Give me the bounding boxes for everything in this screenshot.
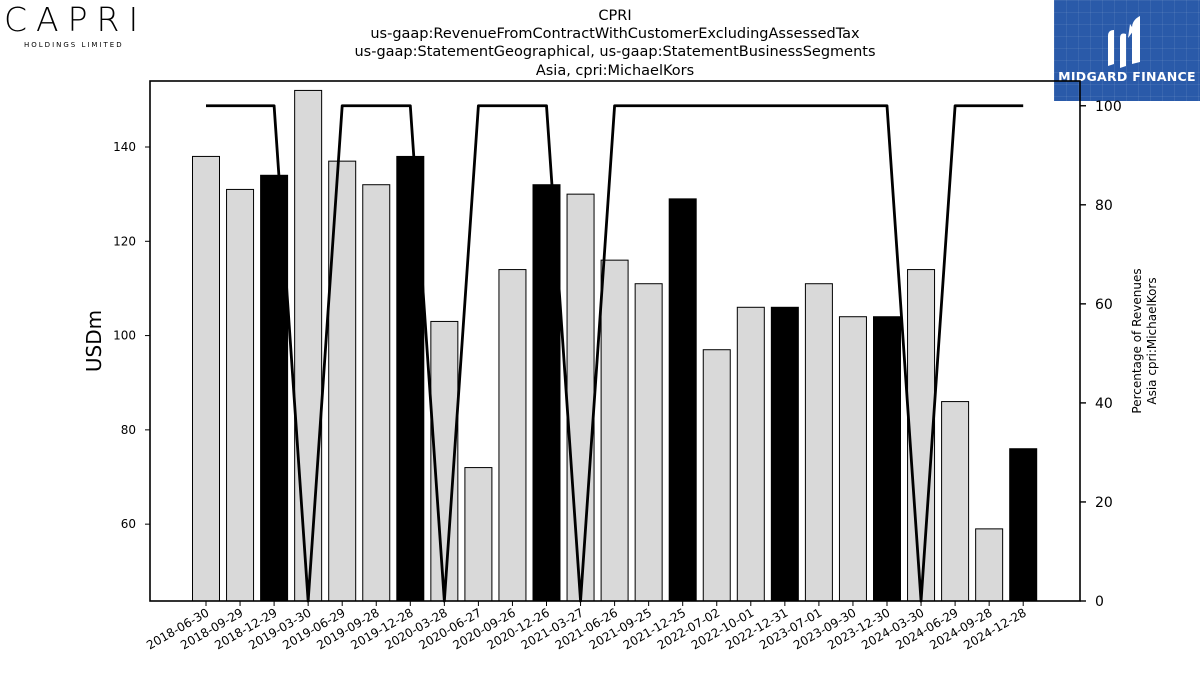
midgard-mark-icon	[1108, 16, 1140, 68]
y2-tick-label: 80	[1095, 198, 1113, 214]
y2-tick-label: 40	[1095, 396, 1113, 412]
bar	[634, 283, 663, 602]
bar	[873, 316, 901, 602]
y2-tick-label: 60	[1095, 297, 1113, 313]
midgard-finance-logo: MIDGARD FINANCE	[1054, 0, 1200, 101]
bar	[702, 349, 731, 602]
bar	[464, 467, 493, 602]
bar	[736, 306, 765, 602]
bar	[668, 198, 697, 602]
y2-tick-label: 100	[1095, 99, 1122, 115]
y2-axis-label: Asia cpri:MichaelKors	[1145, 277, 1159, 404]
bar	[566, 193, 595, 602]
bar	[294, 89, 323, 602]
bar	[1009, 448, 1038, 602]
title-line-concept: us-gaap:RevenueFromContractWithCustomerE…	[370, 26, 860, 43]
y2-tick-label: 0	[1095, 594, 1104, 610]
bar	[226, 188, 255, 602]
y-tick-label: 80	[121, 423, 136, 437]
bar	[941, 401, 970, 602]
bar	[600, 259, 629, 602]
y-tick-label: 100	[113, 329, 136, 343]
capri-logo: CAPRI HOLDINGS LIMITED	[4, 2, 154, 54]
bar	[770, 306, 799, 602]
capri-tagline: HOLDINGS LIMITED	[24, 41, 124, 49]
title-line-members: Asia, cpri:MichaelKors	[535, 62, 695, 79]
chart-title: CPRI us-gaap:RevenueFromContractWithCust…	[300, 7, 930, 80]
bar	[192, 155, 220, 602]
percentage-line	[206, 104, 1024, 603]
y-tick-label: 140	[113, 140, 136, 154]
y-tick-label: 120	[113, 234, 136, 248]
y-axis-label: USDm	[82, 310, 106, 372]
bar	[498, 269, 527, 602]
bar	[804, 283, 833, 602]
y-tick-label: 60	[121, 517, 136, 531]
y2-axis-label: Percentage of Revenues	[1130, 268, 1144, 413]
title-line-axes: us-gaap:StatementGeographical, us-gaap:S…	[354, 44, 876, 61]
bar	[907, 269, 936, 602]
bar	[362, 184, 391, 602]
title-line-ticker: CPRI	[598, 8, 632, 24]
midgard-finance-name: MIDGARD FINANCE	[1058, 69, 1196, 84]
bar	[975, 528, 1004, 602]
bar	[838, 316, 867, 602]
y2-tick-label: 20	[1095, 495, 1113, 511]
capri-wordmark: CAPRI	[4, 0, 148, 39]
